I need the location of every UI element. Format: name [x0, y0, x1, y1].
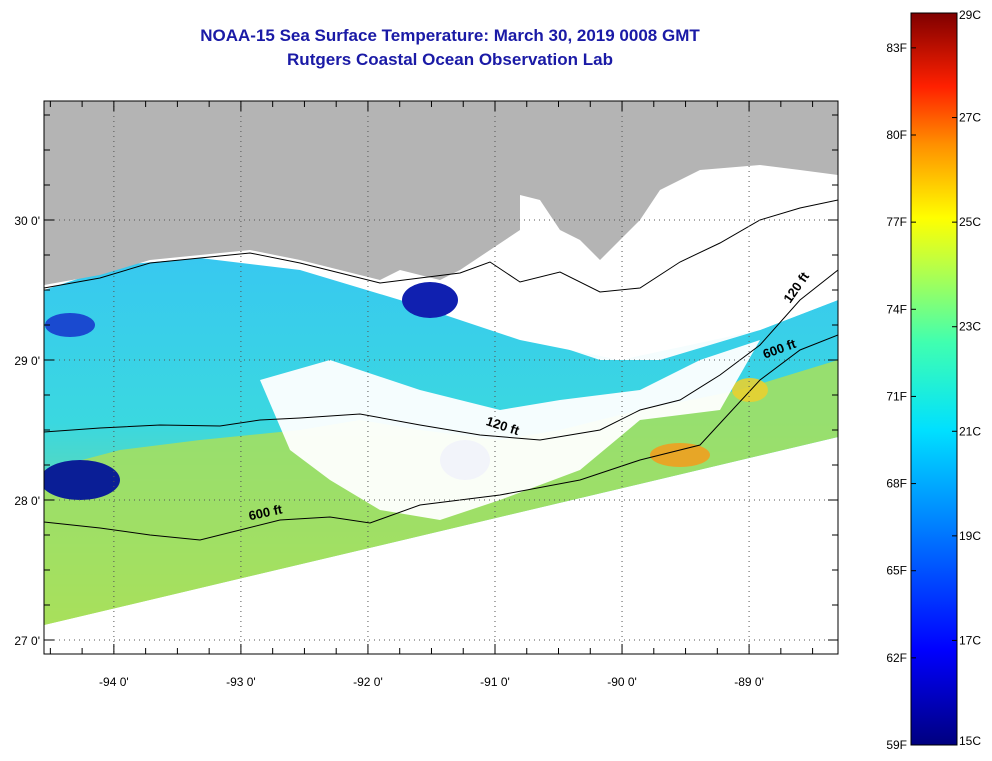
lon-tick-label: -93 0'	[226, 675, 256, 689]
colorbar-c-label: 29C	[959, 8, 981, 22]
colorbar-c-label: 25C	[959, 215, 981, 229]
cold-water-west	[44, 460, 120, 500]
lat-tick-label: 29 0'	[14, 354, 40, 368]
colorbar-f-label: 62F	[886, 651, 907, 665]
colorbar-labels: 29C 27C 25C 23C 21C 19C 17C 15C 83F 80F 77F 74F 71F 6…	[886, 8, 981, 752]
warm-patch-east	[732, 378, 768, 402]
colorbar-c-label: 19C	[959, 529, 981, 543]
colorbar-f-label: 65F	[886, 564, 907, 578]
lon-tick-label: -91 0'	[480, 675, 510, 689]
colorbar-c-label: 15C	[959, 734, 981, 748]
contour-label: 600 ft	[247, 501, 284, 523]
warm-patch	[650, 443, 710, 467]
cold-water-central	[402, 282, 458, 318]
land	[44, 101, 838, 285]
lat-tick-label: 27 0'	[14, 634, 40, 648]
lon-tick-label: -89 0'	[734, 675, 764, 689]
colorbar-f-label: 68F	[886, 477, 907, 491]
lon-tick-label: -90 0'	[607, 675, 637, 689]
colorbar	[910, 12, 958, 746]
latitude-labels: 30 0' 29 0' 28 0' 27 0'	[14, 214, 40, 648]
coastline-contour	[44, 199, 838, 293]
longitude-labels: -94 0' -93 0' -92 0' -91 0' -90 0' -89 0'	[99, 675, 764, 689]
contour-120ft	[44, 269, 838, 441]
cold-water-nw	[45, 313, 95, 337]
map-grid	[44, 101, 838, 654]
colorbar-c-label: 17C	[959, 633, 981, 647]
colorbar-f-label: 71F	[886, 389, 907, 403]
colorbar-c-label: 23C	[959, 320, 981, 334]
colorbar-f-label: 83F	[886, 41, 907, 55]
lon-tick-label: -94 0'	[99, 675, 129, 689]
colorbar-c-label: 21C	[959, 424, 981, 438]
map-title: NOAA-15 Sea Surface Temperature: March 3…	[200, 26, 700, 45]
lat-tick-label: 30 0'	[14, 214, 40, 228]
contour-600ft	[44, 334, 838, 541]
colorbar-f-label: 74F	[886, 302, 907, 316]
lat-tick-label: 28 0'	[14, 494, 40, 508]
cloud-cover	[260, 340, 760, 520]
colorbar-f-label: 59F	[886, 738, 907, 752]
lon-tick-label: -92 0'	[353, 675, 383, 689]
map-frame	[43, 100, 839, 655]
map-subtitle: Rutgers Coastal Ocean Observation Lab	[287, 50, 613, 69]
colorbar-f-label: 77F	[886, 215, 907, 229]
colorbar-f-label: 80F	[886, 128, 907, 142]
colorbar-c-label: 27C	[959, 111, 981, 125]
cloud-cover-east	[520, 230, 838, 360]
axis-ticks	[44, 101, 838, 654]
